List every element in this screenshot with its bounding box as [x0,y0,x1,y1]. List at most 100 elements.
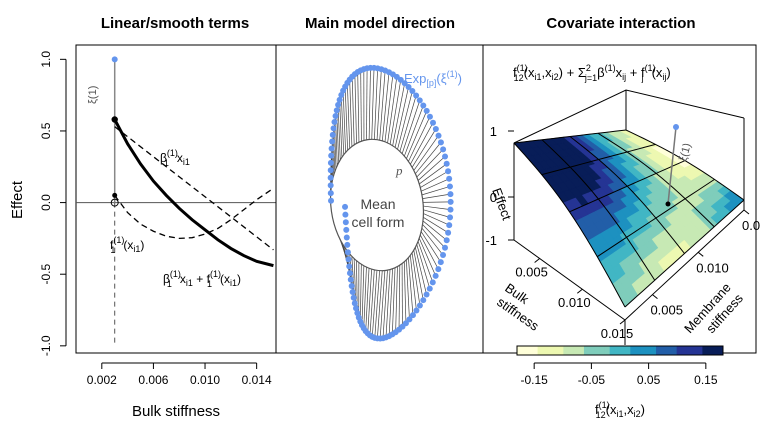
direction-spoke [416,244,431,289]
direction-spoke [344,86,348,151]
direction-spoke [401,100,421,154]
colorbar-cell [568,346,575,355]
direction-spoke [384,74,394,142]
z-tick-label: 1 [490,124,497,139]
panel2-spokes [330,67,451,339]
exp-point [420,102,427,109]
direction-spoke [411,252,421,306]
colorbar-cell [717,346,724,355]
colorbar-cell [640,346,647,355]
exp-point [437,259,444,266]
exp-point [429,279,436,286]
exp-point [406,316,413,323]
direction-spoke [360,70,362,142]
colorbar-label: f(1) 12(xi1,xi2) [595,400,645,420]
exp-point [432,272,439,279]
y-tick-label: 0.0 [39,194,53,211]
panel1-y-label: Effect [9,180,26,219]
marker-zero [110,198,119,207]
exp-point [432,126,439,133]
y-tick-label: -0.5 [39,264,53,285]
direction-spoke [382,270,388,339]
panel1-x-label: Bulk stiffness [132,403,220,420]
direction-spoke [421,227,444,256]
panel1-frame [75,44,277,354]
direction-spoke [385,269,391,338]
y3-tick-label: 0.005 [650,303,683,318]
y3-tick [743,209,750,215]
colorbar-cell [594,346,600,355]
colorbar-cell [692,346,698,355]
colorbar-cell [522,346,528,355]
mesh-line [597,132,715,228]
exp-point [330,125,337,132]
exp-point [447,198,454,205]
colorbar-cell [578,346,585,355]
panel-covariate-interaction: Covariate interaction f(1) 12(xi1,xi2) + … [482,15,761,420]
direction-spoke [399,95,417,152]
exp-point [447,191,454,198]
direction-spoke [336,110,340,163]
direction-spoke [414,247,427,295]
colorbar-cell [558,346,564,355]
direction-spoke [422,220,447,241]
exp-point [440,146,447,153]
exp-point [420,297,427,304]
exp-point [413,307,420,314]
colorbar-cell [542,346,549,355]
exp-point [447,206,454,213]
exp-point [349,289,356,296]
label-linear: β(1) 1 xi1 [160,148,190,168]
exp-point [409,88,416,95]
panel3-xi-label: ξ(1) [677,142,693,163]
exp-point [329,138,336,145]
direction-spoke [357,72,360,143]
exp-point [442,153,449,160]
exp-point [335,101,342,108]
exp-point [328,197,335,204]
direction-spoke [410,122,434,165]
label-sum: β(1) 1 xi1 + f(1) 1 (xi1) [163,269,241,289]
mesh-line [624,199,745,308]
x3-tick-label: 0.005 [515,264,548,279]
direction-spoke [379,270,386,339]
direction-spoke [415,142,442,174]
colorbar-cell [553,346,559,355]
direction-spoke [369,269,375,336]
exp-point [397,76,404,83]
direction-spoke [419,234,439,270]
direction-spoke [418,238,436,276]
direction-spoke [392,83,406,146]
colorbar-cell [635,346,642,355]
mean-label-line2: cell form [352,214,405,230]
colorbar: -0.15 -0.05 0.05 0.15 [516,345,724,387]
colorbar-tick-label: 0.05 [637,373,661,387]
y3-tick [652,294,658,300]
exp-point [336,96,343,103]
exp-point [413,92,420,99]
direction-spoke [354,74,357,144]
mesh-line [569,160,686,213]
z-tick-label: 0 [490,190,497,205]
panel1-title: Linear/smooth terms [101,15,249,32]
direction-spoke [361,265,365,326]
exp-point [327,167,334,174]
direction-spoke [371,270,378,337]
exp-point [344,241,351,248]
direction-spoke [421,178,450,192]
x3-tick [619,319,626,325]
panel2-points [327,64,454,342]
direction-spoke [353,258,357,309]
x-tick-label: 0.014 [242,373,272,387]
exp-point [446,175,453,182]
exp-point [346,270,353,277]
direction-spoke [408,257,414,316]
exp-point [353,305,360,312]
exp-point [435,132,442,139]
direction-spoke [365,268,370,332]
direction-spoke [374,270,380,338]
x3-tick [576,288,583,294]
colorbar-tick-label: 0.15 [694,373,718,387]
direction-spoke [409,255,417,311]
exp-point [426,113,433,120]
